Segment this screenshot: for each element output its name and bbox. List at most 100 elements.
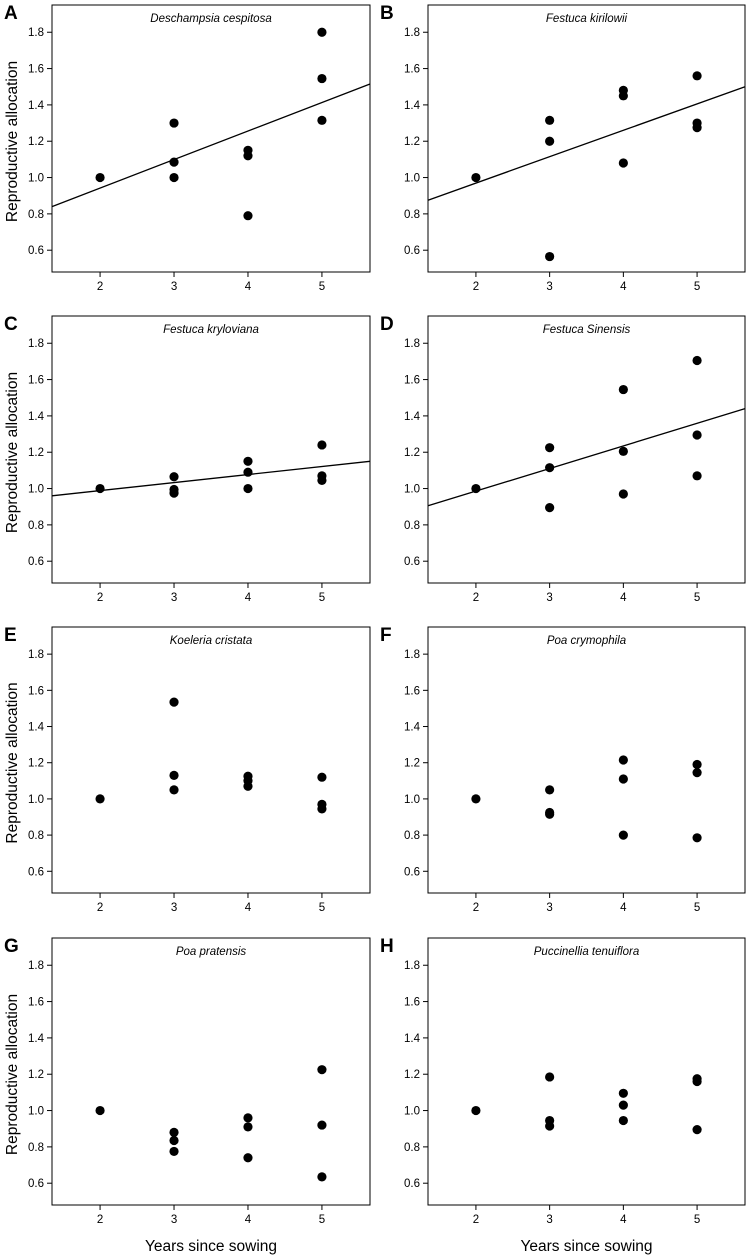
data-point <box>618 1115 628 1126</box>
data-point <box>692 1076 702 1087</box>
y-tick-label: 0.8 <box>404 830 420 842</box>
y-tick-label: 1.2 <box>28 758 44 770</box>
y-tick-label: 1.0 <box>28 484 44 496</box>
x-tick-label: 2 <box>473 592 479 604</box>
y-tick-label: 1.0 <box>28 794 44 806</box>
x-tick-label: 5 <box>319 281 325 293</box>
x-tick-label: 2 <box>97 1214 103 1226</box>
panel-letter: G <box>4 936 19 957</box>
y-tick-label: 1.2 <box>404 758 420 770</box>
y-tick-label: 1.8 <box>404 649 420 661</box>
panel-b: B Festuca kirilowii 2 3 4 5 0.6 0.8 1.0 1.2 1.4 1.6… <box>380 3 746 293</box>
data-point <box>471 1105 481 1116</box>
x-tick-label: 4 <box>620 592 627 604</box>
data-point <box>317 804 327 814</box>
data-point <box>545 1072 555 1082</box>
y-tick-label: 1.6 <box>28 685 44 697</box>
y-tick-label: 1.4 <box>404 411 421 423</box>
data-point <box>169 697 179 707</box>
y-tick-label: 1.4 <box>404 722 421 734</box>
panel-letter: D <box>380 314 394 335</box>
x-axis-label: Years since sowing <box>520 1238 652 1255</box>
plot-frame <box>51 626 371 894</box>
data-point <box>618 489 628 499</box>
y-tick-label: 0.6 <box>404 1178 420 1190</box>
data-point <box>169 172 179 183</box>
data-point <box>618 774 628 784</box>
x-tick-label: 3 <box>546 592 552 604</box>
y-tick-label: 0.6 <box>28 1178 44 1190</box>
x-tick-label: 5 <box>694 1214 700 1226</box>
data-point <box>243 1153 253 1163</box>
data-point <box>317 115 327 125</box>
y-tick-label: 1.4 <box>28 1033 45 1045</box>
panel-g: G Poa pratensis 2 3 4 5 0.6 0.8 1.0 1.2 1.4 1.6 1.8 R… <box>4 936 371 1255</box>
x-tick-label: 4 <box>245 1214 252 1226</box>
panel-f: F Poa crymophila 2 3 4 5 0.6 0.8 1.0 1.2 1.4 1.6 1.8 <box>380 625 746 914</box>
y-tick-label: 1.2 <box>28 1069 44 1081</box>
data-point <box>618 91 628 101</box>
plot-frame <box>51 4 371 273</box>
x-tick-label: 3 <box>546 281 552 293</box>
data-point <box>692 430 702 440</box>
y-tick-label: 1.8 <box>404 27 420 39</box>
panel-letter: H <box>380 936 394 957</box>
data-point <box>618 755 628 765</box>
data-point <box>692 355 702 366</box>
species-title: Festuca kryloviana <box>163 324 259 336</box>
x-tick-label: 3 <box>546 1214 552 1226</box>
regression-line <box>51 83 371 208</box>
data-point <box>545 1121 555 1131</box>
data-point <box>243 211 253 221</box>
data-point <box>692 768 702 778</box>
plot-frame <box>51 937 371 1206</box>
y-tick-label: 1.6 <box>404 997 420 1009</box>
data-point <box>243 781 253 791</box>
data-point <box>618 1100 628 1110</box>
data-point <box>95 172 105 183</box>
x-tick-label: 5 <box>319 1214 325 1226</box>
y-tick-label: 1.8 <box>28 27 44 39</box>
y-tick-label: 1.2 <box>404 447 420 459</box>
data-point <box>618 446 628 456</box>
panel-letter: F <box>380 625 392 646</box>
x-tick-label: 4 <box>245 902 252 914</box>
x-tick-label: 2 <box>473 902 479 914</box>
y-tick-label: 1.4 <box>28 722 45 734</box>
data-point <box>317 772 327 782</box>
data-point <box>545 503 555 513</box>
x-tick-label: 3 <box>171 902 177 914</box>
data-point <box>545 115 555 125</box>
data-point <box>95 1105 105 1116</box>
x-tick-label: 2 <box>473 281 479 293</box>
species-title: Deschampsia cespitosa <box>150 13 271 25</box>
species-title: Festuca Sinensis <box>543 324 631 336</box>
panel-h: H Puccinellia tenuiflora 2 3 4 5 0.6 0.8 1.0 1.2 1… <box>380 936 746 1255</box>
x-tick-label: 3 <box>171 1214 177 1226</box>
data-point <box>243 456 253 466</box>
x-tick-label: 2 <box>97 902 103 914</box>
y-tick-label: 1.0 <box>404 484 420 496</box>
y-tick-label: 0.8 <box>28 209 44 221</box>
data-point <box>317 73 327 84</box>
data-point <box>545 136 555 146</box>
data-point <box>317 1172 327 1182</box>
y-tick-label: 1.0 <box>404 173 420 185</box>
data-point <box>692 833 702 843</box>
x-tick-label: 4 <box>245 592 252 604</box>
y-tick-label: 1.6 <box>404 375 420 387</box>
y-tick-label: 1.6 <box>404 685 420 697</box>
plot-frame <box>427 315 746 584</box>
data-point <box>169 785 179 795</box>
y-tick-label: 0.6 <box>404 866 420 878</box>
panel-letter: A <box>4 3 18 24</box>
x-tick-label: 4 <box>620 281 627 293</box>
species-title: Puccinellia tenuiflora <box>534 946 639 958</box>
regression-line <box>427 408 746 507</box>
x-tick-label: 5 <box>694 592 700 604</box>
y-tick-label: 0.8 <box>28 1142 44 1154</box>
data-point <box>243 483 253 494</box>
y-tick-label: 1.4 <box>404 1033 421 1045</box>
y-tick-label: 0.8 <box>28 830 44 842</box>
data-point <box>618 158 628 168</box>
